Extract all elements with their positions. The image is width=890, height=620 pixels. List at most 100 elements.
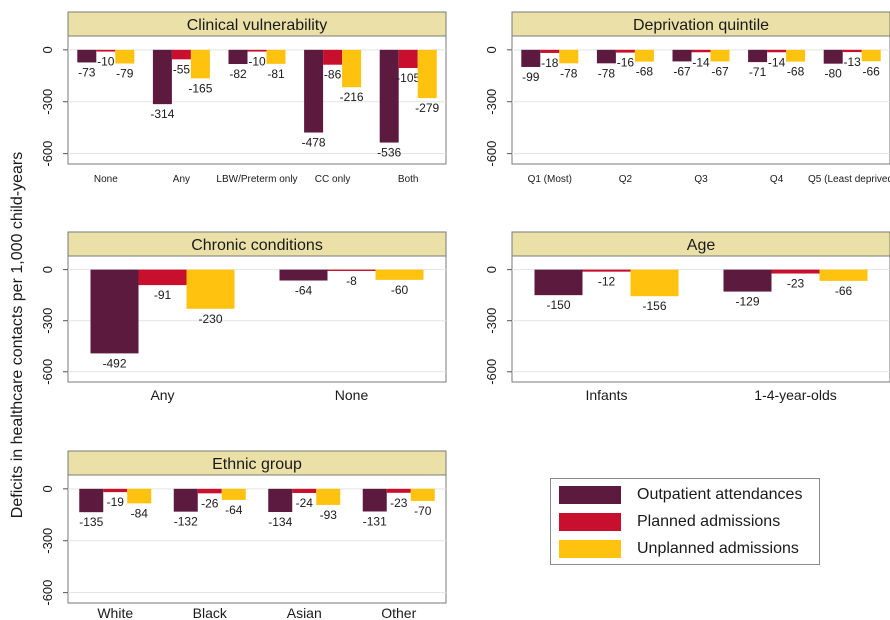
data-label-outpatient-attendances: -131 <box>363 514 387 528</box>
bar-outpatient-attendances <box>279 269 328 281</box>
bar-planned-admissions <box>386 488 411 493</box>
x-tick-label: Q3 <box>694 174 708 185</box>
panel-age: Age 0 -300 -600 -150 -12 -156 Infants -129 -23 -66… <box>484 231 890 403</box>
x-tick-label: Black <box>193 605 228 620</box>
data-label-planned-admissions: -26 <box>201 496 219 510</box>
panel-title-strip <box>67 450 447 476</box>
panel-clinical-vulnerability: Clinical vulnerability0-300-600-73-10-79… <box>40 11 447 185</box>
bar-unplanned-admissions <box>342 49 362 88</box>
y-tick-label: 0 <box>40 485 55 492</box>
bar-unplanned-admissions <box>634 49 654 62</box>
legend-label-outpatient: Outpatient attendances <box>637 486 803 503</box>
data-label-planned-admissions: -16 <box>617 56 635 70</box>
data-label-outpatient-attendances: -99 <box>522 70 540 84</box>
y-tick-label: 0 <box>40 266 55 273</box>
bar-unplanned-admissions <box>410 488 435 501</box>
data-label-planned-admissions: -23 <box>787 277 805 291</box>
legend-label-unplanned: Unplanned admissions <box>637 540 799 557</box>
bar-unplanned-admissions <box>221 488 246 500</box>
panel-title-strip <box>67 11 447 37</box>
data-label-planned-admissions: -12 <box>598 275 616 289</box>
y-tick-label: -600 <box>484 141 499 167</box>
data-label-unplanned-admissions: -64 <box>225 503 243 517</box>
bar-outpatient-attendances <box>152 49 172 105</box>
data-label-unplanned-admissions: -81 <box>267 67 285 81</box>
panel-title: Chronic conditions <box>191 237 323 254</box>
panel-title: Age <box>687 237 716 254</box>
data-label-outpatient-attendances: -492 <box>102 356 126 370</box>
data-label-unplanned-admissions: -156 <box>642 299 666 313</box>
y-axis-label: Deficits in healthcare contacts per 1,00… <box>9 152 26 518</box>
data-label-planned-admissions: -8 <box>346 274 357 288</box>
data-label-outpatient-attendances: -73 <box>78 65 96 79</box>
bar-unplanned-admissions <box>190 49 210 79</box>
bar-planned-admissions <box>138 269 187 286</box>
data-label-planned-admissions: -14 <box>692 55 710 69</box>
bar-unplanned-admissions <box>266 49 286 64</box>
data-label-unplanned-admissions: -78 <box>560 66 578 80</box>
bar-planned-admissions <box>540 49 560 53</box>
data-label-outpatient-attendances: -80 <box>825 67 843 81</box>
data-label-unplanned-admissions: -60 <box>391 283 409 297</box>
bar-planned-admissions <box>96 49 116 52</box>
data-label-outpatient-attendances: -82 <box>229 67 247 81</box>
data-label-unplanned-admissions: -165 <box>188 81 212 95</box>
bar-unplanned-admissions <box>786 49 806 62</box>
data-label-planned-admissions: -86 <box>324 68 342 82</box>
x-tick-label: Q4 <box>770 174 784 185</box>
bar-planned-admissions <box>771 269 820 274</box>
x-tick-label: Q5 (Least deprived) <box>808 174 890 185</box>
panel-title: Ethnic group <box>212 456 302 473</box>
y-axis-label-text: Deficits in healthcare contacts per 1,00… <box>9 152 26 518</box>
bar-planned-admissions <box>103 488 128 493</box>
bar-unplanned-admissions <box>630 269 679 297</box>
bar-outpatient-attendances <box>723 269 772 292</box>
data-label-planned-admissions: -10 <box>248 55 266 69</box>
x-tick-label: Any <box>150 387 174 403</box>
data-label-outpatient-attendances: -129 <box>735 295 759 309</box>
data-label-outpatient-attendances: -536 <box>377 146 401 160</box>
bar-outpatient-attendances <box>268 488 293 513</box>
bar-planned-admissions <box>842 49 862 53</box>
x-tick-label: 1-4-year-olds <box>754 387 836 403</box>
bar-outpatient-attendances <box>173 488 198 512</box>
legend-swatch-unplanned <box>559 540 621 558</box>
bar-outpatient-attendances <box>362 488 387 512</box>
data-label-planned-admissions: -10 <box>97 55 115 69</box>
bar-planned-admissions <box>171 49 191 60</box>
data-label-unplanned-admissions: -79 <box>116 67 134 81</box>
bar-outpatient-attendances <box>79 488 104 513</box>
data-label-unplanned-admissions: -216 <box>340 90 364 104</box>
data-label-planned-admissions: -14 <box>768 55 786 69</box>
bar-outpatient-attendances <box>748 49 768 63</box>
bar-outpatient-attendances <box>521 49 541 67</box>
data-label-unplanned-admissions: -279 <box>415 101 439 115</box>
bar-outpatient-attendances <box>534 269 583 296</box>
panel-title: Deprivation quintile <box>633 17 769 34</box>
x-tick-label: Asian <box>287 605 322 620</box>
bar-planned-admissions <box>323 49 343 65</box>
x-tick-label: None <box>94 174 118 185</box>
y-tick-label: -300 <box>40 89 55 115</box>
data-label-outpatient-attendances: -478 <box>302 136 326 150</box>
bar-unplanned-admissions <box>115 49 135 64</box>
y-tick-label: 0 <box>484 266 499 273</box>
legend-swatch-outpatient <box>559 486 621 504</box>
x-tick-label: Infants <box>585 387 627 403</box>
x-tick-label: None <box>335 387 369 403</box>
bar-planned-admissions <box>327 269 376 271</box>
data-label-planned-admissions: -105 <box>396 71 420 85</box>
data-label-unplanned-admissions: -67 <box>711 64 729 78</box>
bar-unplanned-admissions <box>559 49 579 64</box>
bar-planned-admissions <box>767 49 787 53</box>
legend-item-planned: Planned admissions <box>559 512 780 532</box>
legend-item-unplanned: Unplanned admissions <box>559 539 799 559</box>
y-tick-label: -600 <box>40 580 55 606</box>
bar-outpatient-attendances <box>304 49 324 133</box>
bar-unplanned-admissions <box>710 49 730 62</box>
bar-outpatient-attendances <box>90 269 139 354</box>
x-tick-label: Q2 <box>619 174 633 185</box>
bar-unplanned-admissions <box>127 488 152 504</box>
data-label-planned-admissions: -13 <box>844 55 862 69</box>
